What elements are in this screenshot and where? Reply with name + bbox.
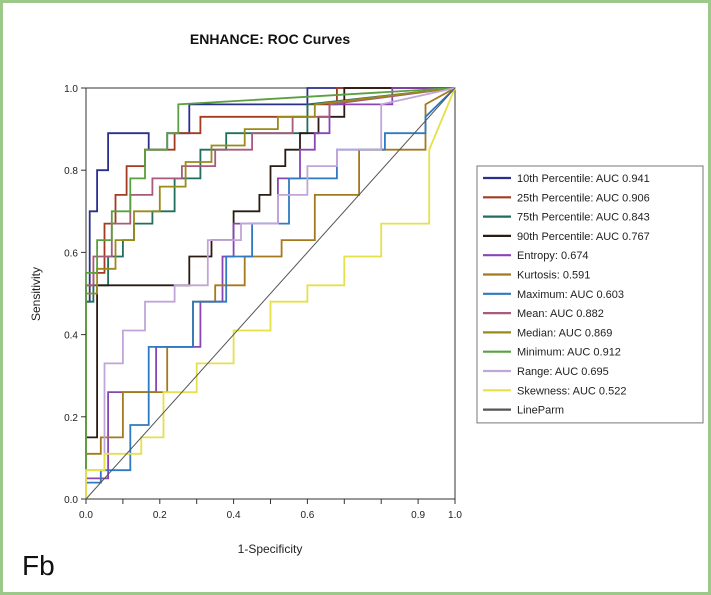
series-line-1: [85, 87, 455, 499]
legend-label: Maximum: AUC 0.603: [517, 289, 624, 301]
y-tick-label: 0.2: [64, 413, 78, 424]
axis-layer: 0.0 0.2 0.4 0.6 0.9 1.0 0.0 0.2 0.4 0.6 0.8 1.0: [64, 84, 462, 521]
y-tick-label: 1.0: [64, 84, 78, 95]
legend-label: 90th Percentile: AUC 0.767: [517, 231, 650, 243]
x-tick-label: 0.4: [227, 510, 241, 521]
x-tick-label: 0.0: [79, 510, 93, 521]
legend-label: Range: AUC 0.695: [517, 366, 609, 378]
series-line-13: [85, 87, 456, 500]
legend-label: 10th Percentile: AUC 0.941: [517, 173, 650, 185]
legend-label: Median: AUC 0.869: [517, 327, 612, 339]
chart-title: ENHANCE: ROC Curves: [190, 31, 350, 47]
legend-label: 25th Percentile: AUC 0.906: [517, 192, 650, 204]
legend: 10th Percentile: AUC 0.941 25th Percentil…: [476, 165, 704, 424]
legend-label: Mean: AUC 0.882: [517, 308, 604, 320]
series-line-4: [85, 87, 455, 499]
panel-label: Fb: [22, 550, 55, 581]
legend-label: Skewness: AUC 0.522: [517, 385, 626, 397]
series-line-10: [85, 87, 456, 499]
x-tick-label: 0.9: [411, 510, 425, 521]
y-axis-label: Sensitivity: [29, 267, 43, 321]
legend-label: LineParm: [517, 405, 564, 417]
series-line-12: [85, 87, 456, 499]
series-line-7: [85, 87, 456, 499]
x-tick-label: 0.6: [300, 510, 314, 521]
series-layer: [85, 87, 456, 500]
series-line-8: [85, 87, 456, 499]
legend-label: 75th Percentile: AUC 0.843: [517, 212, 650, 224]
x-tick-label: 0.2: [153, 510, 167, 521]
series-line-6: [85, 87, 456, 499]
y-tick-label: 0.4: [64, 331, 78, 342]
legend-label: Kurtosis: 0.591: [517, 270, 590, 282]
y-tick-label: 0.6: [64, 248, 78, 259]
y-tick-label: 0.8: [64, 166, 78, 177]
legend-label: Minimum: AUC 0.912: [517, 347, 621, 359]
legend-box: [476, 165, 704, 424]
x-tick-label: 1.0: [448, 510, 462, 521]
series-line-9: [85, 87, 456, 499]
series-line-11: [85, 87, 456, 499]
x-axis-label: 1-Specificity: [238, 542, 303, 556]
y-tick-label: 0.0: [64, 495, 78, 506]
legend-label: Entropy: 0.674: [517, 250, 589, 262]
